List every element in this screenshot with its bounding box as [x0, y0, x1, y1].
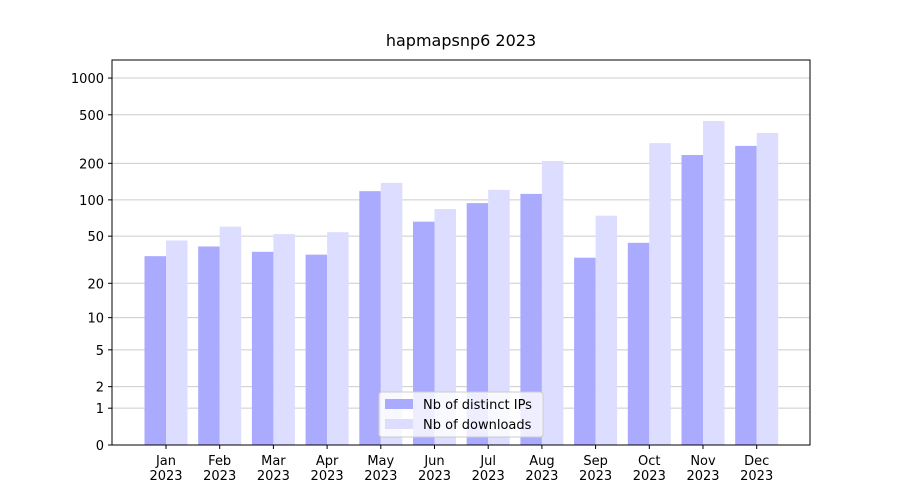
- y-tick-label: 200: [79, 157, 104, 172]
- x-tick-label: Apr 2023: [310, 454, 344, 484]
- x-tick-label: Mar 2023: [256, 454, 290, 484]
- bar: [434, 209, 456, 445]
- bar: [327, 232, 349, 445]
- x-tick-label: Oct 2023: [632, 454, 666, 484]
- bar: [251, 251, 274, 445]
- bar: [735, 145, 757, 445]
- legend-swatch: [385, 419, 413, 429]
- bar: [198, 246, 220, 445]
- bar: [574, 257, 596, 445]
- bar: [273, 234, 295, 445]
- y-tick-label: 2: [96, 381, 104, 396]
- x-tick-label: Aug 2023: [525, 454, 559, 484]
- bar: [595, 215, 618, 445]
- y-tick-label: 20: [87, 277, 104, 292]
- bar: [541, 160, 564, 445]
- bar: [649, 143, 671, 445]
- plot-frame: [111, 59, 811, 446]
- bar: [380, 182, 403, 446]
- x-tick-label: Jan 2023: [149, 454, 183, 484]
- bar: [166, 240, 188, 445]
- legend-swatch: [385, 399, 413, 409]
- y-tick-label: 500: [79, 109, 104, 124]
- bar: [756, 132, 779, 445]
- bar: [703, 120, 725, 446]
- bar: [681, 155, 703, 446]
- legend-box: [378, 391, 544, 438]
- bar: [359, 191, 381, 445]
- bar: [520, 193, 542, 445]
- x-tick-label: Jun 2023: [417, 454, 452, 484]
- bar: [488, 189, 510, 445]
- y-tick-label: 10: [87, 312, 104, 327]
- x-tick-label: Jul 2023: [471, 454, 505, 484]
- x-tick-label: Dec 2023: [740, 454, 774, 484]
- y-tick-label: 1000: [71, 72, 104, 87]
- y-tick-label: 1: [96, 402, 104, 417]
- legend-label: Nb of distinct IPs: [423, 398, 532, 413]
- legend-label: Nb of downloads: [423, 418, 532, 433]
- bar: [219, 226, 242, 445]
- chart-title: hapmapsnp6 2023: [386, 31, 536, 50]
- bar: [413, 221, 435, 445]
- bar: [466, 203, 489, 445]
- x-tick-label: May 2023: [364, 454, 398, 484]
- y-tick-label: 50: [87, 230, 104, 245]
- y-tick-label: 100: [79, 194, 104, 209]
- x-tick-label: Sep 2023: [579, 454, 613, 484]
- bar: [627, 242, 650, 445]
- bar: [305, 254, 328, 445]
- bar: [144, 256, 166, 445]
- y-tick-label: 0: [96, 439, 104, 454]
- y-tick-label: 5: [96, 344, 104, 359]
- x-tick-label: Nov 2023: [686, 454, 720, 484]
- x-tick-label: Feb 2023: [203, 454, 237, 484]
